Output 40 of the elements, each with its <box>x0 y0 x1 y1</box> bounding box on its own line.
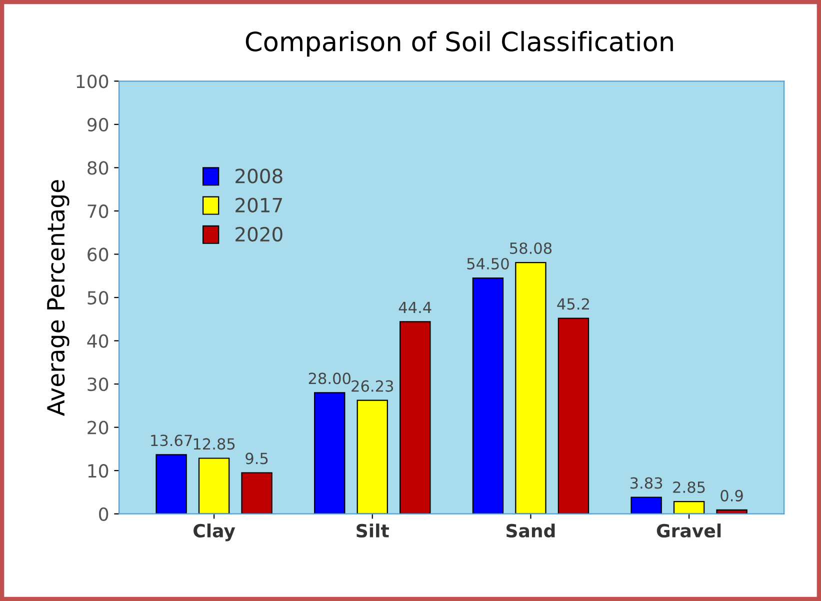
y-tick-label: 30 <box>88 378 108 392</box>
data-label: 45.2 <box>557 298 589 310</box>
y-tick-label: 20 <box>88 420 108 434</box>
data-label: 58.08 <box>510 242 552 254</box>
bar <box>400 321 431 514</box>
x-tick-label: Gravel <box>656 524 721 538</box>
y-tick-label: 10 <box>88 464 108 478</box>
bar <box>156 454 187 514</box>
y-tick-label: 90 <box>87 118 108 132</box>
bar <box>558 318 590 514</box>
data-label: 9.5 <box>246 452 268 464</box>
bar <box>472 277 504 514</box>
x-tick-label: Clay <box>194 524 236 542</box>
y-tick-label: 80 <box>88 161 108 175</box>
data-label: 12.85 <box>194 438 235 450</box>
data-label: 2.85 <box>673 481 705 494</box>
data-label: 3.83 <box>630 477 662 489</box>
legend-label: 2017 <box>236 198 282 212</box>
data-label: 44.4 <box>398 302 432 313</box>
data-label: 28.00 <box>308 372 350 384</box>
x-tick-label: Silt <box>356 524 389 538</box>
y-tick-label: 40 <box>87 334 108 348</box>
y-tick-label: 0 <box>99 507 108 521</box>
data-label: 0.9 <box>720 490 743 502</box>
x-tick-label: Sand <box>506 524 555 538</box>
legend-label: 2020 <box>236 226 282 242</box>
data-label: 54.50 <box>467 258 509 270</box>
bar <box>630 496 662 514</box>
y-axis-title: Average Percentage <box>47 180 70 416</box>
legend-label: 2008 <box>236 168 282 184</box>
bar <box>314 392 346 514</box>
y-tick-label: 60 <box>88 248 108 262</box>
data-label: 26.23 <box>352 380 394 392</box>
data-label: 13.67 <box>151 434 192 446</box>
y-tick-label: 100 <box>76 74 108 88</box>
y-tick-label: 50 <box>88 290 108 305</box>
chart-title: Comparison of Soil Classification <box>246 31 673 57</box>
bar <box>716 509 748 514</box>
y-tick-label: 70 <box>88 204 108 218</box>
bar <box>241 472 272 514</box>
